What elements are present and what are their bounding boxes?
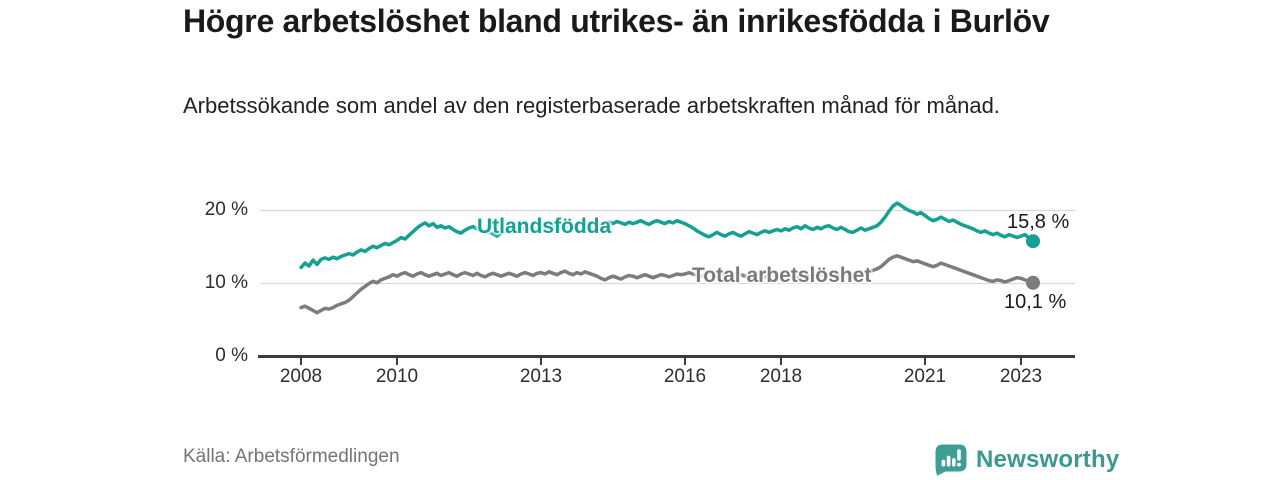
end-value-label-utlandsfodda: 15,8 % — [1007, 211, 1070, 233]
x-axis-tick-2023: 2023 — [999, 366, 1043, 387]
brand-name: Newsworthy — [976, 446, 1120, 473]
x-axis-tick-2021: 2021 — [903, 366, 947, 387]
y-axis-tick-20: 20 % — [204, 199, 248, 220]
newsworthy-icon — [935, 444, 967, 476]
series-label-utlandsfodda: Utlandsfödda — [477, 215, 612, 238]
series-label-total-arbetsloshet: Total arbetslöshet — [692, 264, 872, 287]
x-axis-tick-2013: 2013 — [519, 366, 563, 387]
x-axis-tick-2010: 2010 — [375, 366, 419, 387]
end-dot-utlandsfodda — [1026, 234, 1040, 249]
series-line-utlandsfodda — [299, 201, 1035, 270]
y-axis-tick-0: 0 % — [215, 345, 248, 366]
series-line-total — [299, 254, 1035, 315]
x-axis-tick-2008: 2008 — [279, 366, 323, 387]
end-dot-total — [1026, 275, 1040, 290]
chart-subtitle: Arbetssökande som andel av den registerb… — [183, 93, 1000, 118]
source-attribution: Källa: Arbetsförmedlingen — [183, 446, 400, 467]
x-axis-tick-2018: 2018 — [759, 366, 803, 387]
end-value-label-total: 10,1 % — [1004, 291, 1067, 313]
brand-logo: Newsworthy — [934, 443, 1119, 477]
y-axis-tick-10: 10 % — [204, 272, 248, 293]
page-title: Högre arbetslöshet bland utrikes- än inr… — [183, 3, 1050, 39]
x-axis-tick-2016: 2016 — [663, 366, 707, 387]
